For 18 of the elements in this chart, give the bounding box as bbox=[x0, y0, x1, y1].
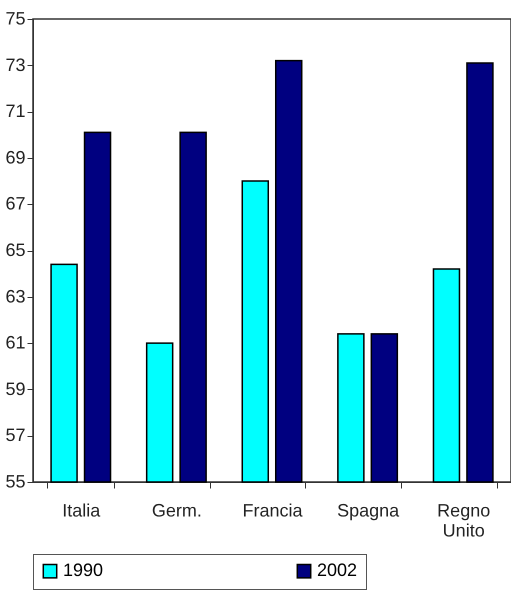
y-tick-label: 69 bbox=[5, 147, 26, 168]
y-tick-label: 71 bbox=[5, 101, 26, 122]
y-tick-label: 57 bbox=[5, 425, 26, 446]
x-tick-label: Spagna bbox=[337, 500, 400, 520]
y-tick-label: 55 bbox=[5, 472, 26, 492]
legend-label: 2002 bbox=[317, 560, 358, 580]
y-tick-label: 73 bbox=[5, 54, 26, 75]
x-tick-label: Francia bbox=[242, 500, 304, 520]
y-tick-label: 75 bbox=[5, 8, 26, 28]
y-tick-label: 63 bbox=[5, 286, 26, 306]
x-tick-label: Regno Unito bbox=[437, 500, 490, 540]
y-tick-label: 61 bbox=[5, 332, 26, 353]
x-tick-label: Italia bbox=[62, 500, 102, 520]
x-tick-label: Germ. bbox=[152, 500, 202, 520]
y-tick-label: 59 bbox=[5, 378, 26, 399]
y-tick-label: 67 bbox=[5, 194, 26, 214]
y-tick-label: 65 bbox=[5, 240, 26, 260]
legend-label: 1990 bbox=[63, 560, 104, 580]
